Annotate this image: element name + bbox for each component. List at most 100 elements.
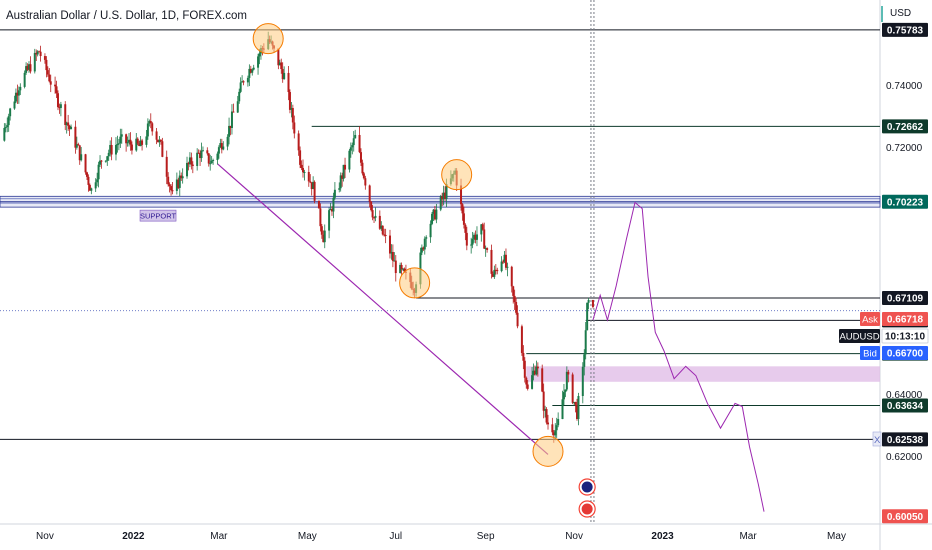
candles	[3, 31, 594, 443]
candle-body-160	[328, 210, 331, 231]
candle-body-227	[462, 213, 465, 225]
candle-body-252	[513, 295, 516, 303]
candle-body-190	[388, 235, 391, 254]
candle-body-232	[473, 234, 476, 240]
candle-body-237	[483, 229, 486, 249]
candle-body-163	[332, 197, 335, 212]
candle-body-280	[571, 374, 574, 403]
candle-body-257	[523, 360, 526, 378]
candle-body-180	[368, 185, 371, 202]
candle-body-282	[574, 401, 577, 405]
candle-body-158	[322, 234, 325, 243]
demand-zone	[526, 366, 880, 382]
candle-body-253	[515, 302, 518, 313]
candle-body-284	[577, 395, 580, 420]
candle-body-266	[542, 391, 545, 411]
candle-body-19	[39, 51, 42, 57]
candle-body-120	[246, 77, 249, 83]
candle-body-262	[533, 370, 536, 375]
candle-body-4	[9, 108, 12, 117]
candle-body-249	[506, 266, 509, 268]
candle-body-101	[207, 153, 210, 164]
candle-body-240	[490, 249, 493, 274]
candle-body-73	[149, 121, 152, 124]
candle-body-66	[136, 138, 139, 144]
candle-body-107	[219, 143, 222, 148]
candle-body-176	[359, 152, 362, 163]
bottom-price-label: 0.60050	[887, 512, 924, 523]
candle-body-217	[442, 192, 445, 200]
candle-body-16	[35, 52, 38, 55]
candle-body-50	[104, 160, 107, 162]
candle-body-191	[390, 251, 393, 254]
candle-body-47	[97, 164, 100, 180]
candle-body-25	[54, 84, 57, 87]
candle-body-188	[383, 234, 386, 236]
countdown-label: 10:13:10	[885, 332, 925, 343]
candle-body-228	[464, 224, 467, 233]
candle-body-135	[277, 48, 280, 66]
candle-body-54	[110, 144, 113, 155]
candle-body-92	[188, 157, 191, 165]
candle-body-187	[381, 225, 384, 235]
candle-body-248	[504, 254, 507, 268]
candle-body-27	[56, 93, 59, 108]
au-flag-icon-inner	[581, 481, 593, 493]
candle-body-167	[341, 175, 344, 179]
highlight-circle-0	[252, 23, 284, 55]
candle-body-100	[206, 150, 209, 154]
side-marker-text: X	[874, 435, 881, 446]
candle-body-3	[7, 116, 10, 126]
candle-body-14	[29, 64, 32, 72]
x-tick-2: Mar	[210, 531, 228, 542]
candle-body-154	[313, 181, 316, 201]
candle-body-104	[212, 159, 215, 161]
candle-body-161	[329, 209, 332, 211]
candle-body-268	[545, 409, 548, 423]
trendline	[217, 163, 549, 455]
candle-body-81	[167, 176, 170, 185]
candle-body-274	[557, 419, 560, 426]
candle-body-0	[3, 127, 6, 141]
candle-body-115	[236, 101, 239, 113]
candle-body-286	[583, 354, 586, 367]
candle-body-172	[351, 145, 354, 148]
candle-body-173	[352, 138, 355, 146]
candle-body-255	[520, 326, 523, 353]
candle-body-82	[168, 184, 171, 187]
candle-body-216	[441, 196, 444, 200]
candle-body-169	[344, 164, 347, 170]
candle-body-99	[201, 150, 204, 152]
candle-body-251	[512, 286, 515, 296]
candle-body-77	[158, 139, 161, 143]
candle-body-121	[248, 68, 251, 78]
candle-body-98	[200, 150, 203, 159]
candle-body-194	[394, 260, 397, 274]
candle-body-68	[139, 140, 142, 147]
candle-body-105	[216, 153, 219, 160]
y-tick-2: 0.64000	[886, 390, 923, 401]
candle-body-250	[510, 266, 513, 287]
candle-body-168	[342, 164, 345, 179]
candle-body-102	[209, 163, 212, 165]
candle-body-148	[301, 167, 304, 173]
candle-body-119	[242, 81, 245, 83]
x-tick-8: Mar	[739, 531, 757, 542]
candle-body-259	[526, 384, 529, 389]
candle-body-113	[230, 111, 233, 128]
candle-body-254	[516, 312, 519, 327]
candle-body-287	[584, 330, 587, 355]
candle-body-20	[43, 56, 46, 60]
candle-body-156	[319, 208, 322, 227]
candle-body-140	[287, 72, 290, 93]
price-label-3-bg	[882, 291, 928, 306]
candle-body-181	[370, 201, 373, 211]
highlight-circle-2	[441, 159, 473, 191]
bottom-price-label-bg	[882, 509, 928, 524]
candle-body-48	[99, 160, 102, 165]
candle-body-215	[439, 196, 442, 210]
candle-body-87	[178, 175, 181, 188]
candle-body-269	[547, 422, 550, 425]
candle-body-147	[300, 164, 303, 168]
